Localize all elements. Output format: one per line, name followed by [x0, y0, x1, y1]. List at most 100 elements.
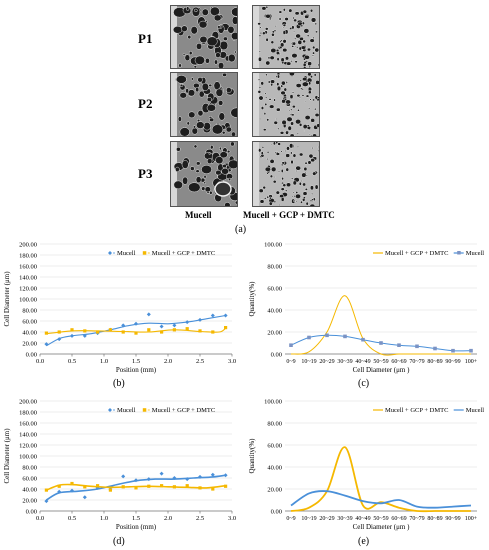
data-point [57, 330, 61, 334]
sem-pore [294, 60, 298, 64]
sem-pore [175, 166, 180, 173]
sem-image-mucell-p1 [170, 5, 238, 69]
sem-pore [304, 100, 306, 103]
trend-line [46, 314, 226, 347]
sem-pore [264, 166, 271, 172]
sem-pore [221, 167, 229, 175]
sem-pore [197, 109, 204, 117]
sem-pore [218, 112, 226, 121]
y-tick-label: 200.00 [19, 399, 37, 406]
x-tick-label: 3.0 [228, 358, 236, 365]
sem-pore [273, 120, 278, 125]
sem-pore [196, 42, 203, 50]
sem-pore [198, 90, 205, 98]
data-point [397, 343, 401, 347]
sem-pore [304, 161, 308, 165]
sem-pore [290, 159, 294, 165]
sem-pore [306, 34, 310, 37]
sem-pore [257, 22, 261, 26]
sem-pore [176, 75, 187, 84]
x-tick-label: 30~39 [337, 516, 352, 522]
y-tick-label: 120.00 [19, 286, 37, 293]
data-point [121, 474, 126, 479]
sem-pore [297, 108, 300, 112]
sem-pore [230, 107, 237, 118]
row-label-p1: P1 [138, 31, 153, 46]
sem-pore [264, 102, 268, 106]
data-point [134, 478, 138, 483]
sem-pore [262, 31, 266, 35]
sem-pore [258, 86, 261, 89]
data-point [70, 488, 74, 493]
sem-pore [296, 145, 300, 148]
sem-pore [312, 36, 315, 39]
sem-pore [290, 60, 293, 63]
sem-pore [278, 170, 280, 173]
sem-pore [196, 121, 205, 129]
x-tick-label: 40~49 [355, 516, 370, 522]
sem-pore [273, 200, 277, 204]
sem-pore [191, 127, 199, 135]
sem-pore [195, 169, 200, 173]
sem-pore [281, 177, 284, 181]
sem-pore [181, 25, 188, 32]
sem-pore [292, 180, 297, 186]
sem-pore [294, 11, 300, 16]
sem-edge [253, 73, 259, 136]
trend-line [46, 483, 226, 491]
sem-pore [303, 28, 310, 34]
sem-pore [259, 32, 263, 35]
sem-pore [309, 8, 314, 13]
x-tick-label: 0~9 [286, 516, 295, 522]
y-tick-label: 40.00 [267, 465, 282, 472]
sem-pore [185, 88, 189, 94]
sem-pore [214, 59, 218, 65]
y-tick-label: 20.00 [22, 498, 37, 505]
data-point [223, 313, 228, 318]
sem-pore [281, 99, 286, 104]
sem-pore [227, 25, 235, 34]
sem-pore [317, 96, 319, 99]
sem-pore [258, 34, 262, 37]
sem-pore [312, 51, 315, 55]
chart-b: 0.00 20.00 40.00 60.00 80.00 100.00 120.00 140.… [3, 242, 236, 375]
sem-edge [253, 6, 259, 68]
data-point [469, 348, 473, 353]
sem-pore [300, 180, 303, 182]
sem-pore [190, 166, 195, 171]
sem-pore [292, 41, 297, 46]
legend-marker [142, 408, 147, 412]
y-tick-label: 120.00 [19, 443, 37, 450]
sem-edge [253, 142, 259, 206]
sem-pore [215, 169, 222, 176]
sem-pore [279, 40, 282, 43]
sem-pore [279, 131, 285, 135]
x-tick-label: 100+ [465, 516, 478, 522]
sem-pore [203, 174, 207, 179]
sem-pore [310, 158, 316, 163]
sem-pore [264, 197, 267, 200]
y-tick-label: 40.00 [267, 308, 282, 315]
y-tick-label: 180.00 [19, 253, 37, 260]
sem-pore [271, 166, 277, 172]
sem-pore [295, 165, 301, 171]
sem-pore [224, 202, 231, 206]
x-tick-label: 0~9 [286, 359, 295, 365]
legend-marker [142, 251, 147, 255]
sem-image-gcp-p1 [252, 5, 320, 69]
sem-pore [302, 39, 306, 44]
sem-pore [179, 92, 187, 99]
data-point [224, 326, 228, 330]
sem-pore [310, 184, 312, 186]
sem-pore [217, 25, 221, 29]
sem-pore [222, 164, 227, 169]
data-point [108, 488, 112, 492]
sem-image-gcp-p3 [252, 141, 320, 207]
data-point [185, 327, 189, 331]
sem-pore [290, 151, 293, 155]
sem-pore [263, 112, 267, 116]
sem-large-pore [214, 181, 232, 197]
sem-pore [314, 107, 317, 111]
legend-marker [108, 251, 112, 255]
legend-label: Mucell [466, 407, 485, 414]
